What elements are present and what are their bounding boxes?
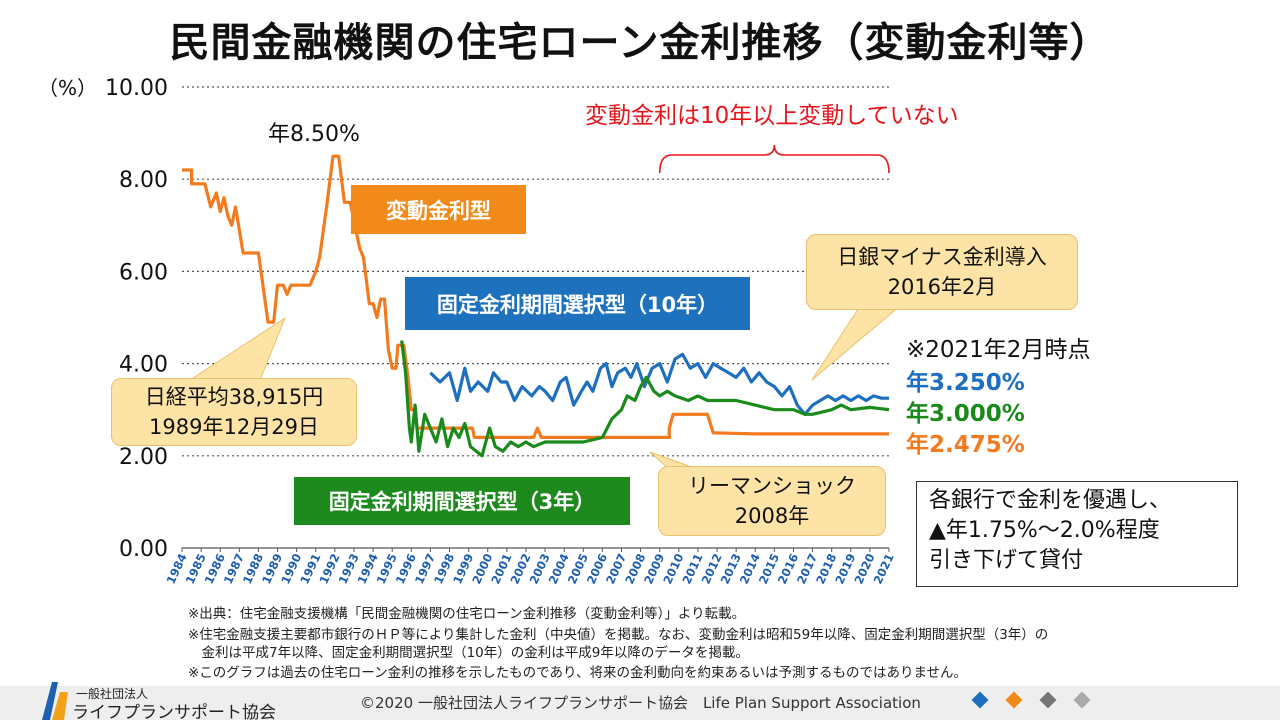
y-tick-label: 6.00 xyxy=(119,260,168,285)
logo-icon xyxy=(42,682,68,720)
footnote-source: ※出典：住宅金融支援機構「民間金融機関の住宅ローン金利推移（変動金利等）」より転… xyxy=(188,606,746,622)
callout-lehman-line1: リーマンショック xyxy=(688,474,856,498)
diamond-orange-icon xyxy=(1005,691,1023,709)
info-line-3: 引き下げて貸付 xyxy=(929,548,1084,573)
y-tick-label: 2.00 xyxy=(119,445,168,470)
y-tick-label: 0.00 xyxy=(119,537,168,562)
info-line-2: ▲年1.75%～2.0%程度 xyxy=(929,518,1160,543)
discount-info-box: 各銀行で金利を優遇し、 ▲年1.75%～2.0%程度 引き下げて貸付 xyxy=(916,481,1238,587)
legend-floating-label: 変動金利型 xyxy=(386,198,491,223)
diamond-blue-icon xyxy=(971,691,989,709)
callout-tail xyxy=(811,305,902,381)
legend-fixed3-label: 固定金利期間選択型（3年） xyxy=(328,490,596,514)
brace-path xyxy=(658,144,890,174)
y-axis-label: （%） xyxy=(38,76,97,100)
callout-nikkei-line1: 日経平均38,915円 xyxy=(144,385,324,409)
page-title: 民間金融機関の住宅ローン金利推移（変動金利等） xyxy=(169,20,1111,66)
legend-fixed10-box: 固定金利期間選択型（10年） xyxy=(405,277,750,330)
y-tick-label: 4.00 xyxy=(119,353,168,378)
callout-boj-line1: 日銀マイナス金利導入 xyxy=(837,245,1047,269)
copyright-text: ©2020 一般社団法人ライフプランサポート協会 Life Plan Suppo… xyxy=(360,694,921,712)
footnote-disclaimer: ※このグラフは過去の住宅ローン金利の推移を示したものであり、将来の金利動向を約束… xyxy=(188,665,968,681)
series-fixed3-line xyxy=(400,340,890,458)
callout-boj-line2: 2016年2月 xyxy=(887,275,997,299)
y-tick-label: 8.00 xyxy=(119,168,168,193)
callout-lehman: リーマンショック 2008年 xyxy=(658,466,886,536)
diamond-lightgray-icon xyxy=(1073,691,1091,709)
chart-grid xyxy=(182,86,889,549)
series-lines xyxy=(182,154,890,458)
diamond-dots xyxy=(971,691,1091,709)
footer-bar xyxy=(0,686,1280,720)
logo-org-type: 一般社団法人 xyxy=(76,687,149,701)
no-change-note: 変動金利は10年以上変動していない xyxy=(585,103,959,129)
info-line-1: 各銀行で金利を優遇し、 xyxy=(929,488,1172,513)
y-tick-label: 10.00 xyxy=(105,76,168,101)
callout-nikkei: 日経平均38,915円 1989年12月29日 xyxy=(111,378,357,446)
callout-lehman-line2: 2008年 xyxy=(734,504,810,528)
callout-tail xyxy=(188,316,287,381)
callout-boj: 日銀マイナス金利導入 2016年2月 xyxy=(806,234,1078,310)
x-axis-ticks: 1984198519861987198819891990199119921993… xyxy=(164,548,897,586)
rate-fixed10: 年3.250% xyxy=(906,370,1025,396)
footnote-method-2: 金利は平成7年以降、固定金利期間選択型（10年）の金利は平成9年以降のデータを掲… xyxy=(188,645,749,661)
footnote-method-1: ※住宅金融支援主要都市銀行のＨＰ等により集計した金利（中央値）を掲載。なお、変動… xyxy=(188,627,1049,643)
logo-org-name: ライフプランサポート協会 xyxy=(72,703,276,723)
as-of-label: ※2021年2月時点 xyxy=(906,337,1091,363)
rate-fixed3: 年3.000% xyxy=(906,401,1025,427)
callout-nikkei-line2: 1989年12月29日 xyxy=(149,415,319,439)
diamond-gray-icon xyxy=(1039,691,1057,709)
legend-fixed3-box: 固定金利期間選択型（3年） xyxy=(294,477,630,525)
rate-floating: 年2.475% xyxy=(906,432,1025,458)
y-axis-ticks: 10.00 8.00 6.00 4.00 2.00 0.00 xyxy=(105,76,168,562)
series-fixed10-line xyxy=(429,352,889,416)
legend-fixed10-label: 固定金利期間選択型（10年） xyxy=(436,292,719,317)
legend-floating-box: 変動金利型 xyxy=(351,185,526,234)
peak-label: 年8.50% xyxy=(268,122,360,147)
